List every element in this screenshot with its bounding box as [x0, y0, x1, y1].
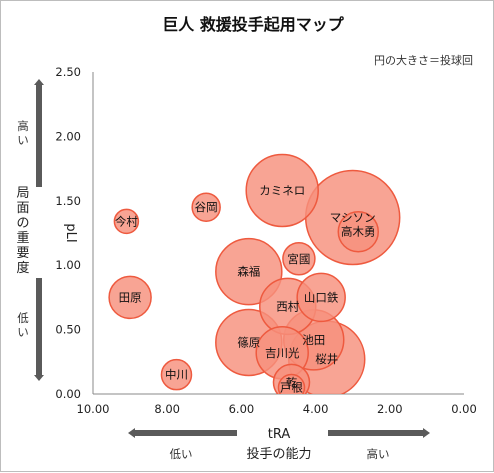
- x-tick-labels: 10.00 8.00 6.00 4.00 2.00 0.00: [77, 402, 477, 416]
- right-arrow-shaft: [328, 430, 423, 436]
- bubble-label: カミネロ: [259, 183, 305, 197]
- chart-subtitle: 円の大きさ＝投球回: [374, 53, 473, 67]
- bubble-label: 高木勇: [341, 225, 376, 239]
- bubble-今村: [113, 208, 140, 235]
- up-arrow-shaft: [36, 85, 42, 187]
- x-tick-label: 10.00: [77, 402, 110, 416]
- bubble-label: 中川: [165, 368, 188, 382]
- y-low-label: 低い: [17, 311, 29, 339]
- bubble-label: 森福: [237, 265, 260, 279]
- x-axis-title: tRA: [268, 427, 291, 442]
- y-tick-label: 1.00: [55, 258, 81, 272]
- bubble-label: 篠原: [237, 335, 260, 349]
- y-high-label: 高い: [17, 119, 29, 147]
- y-tick-label: 1.50: [55, 194, 81, 208]
- x-low-label: 低い: [170, 447, 193, 461]
- bubble-戸根: [277, 373, 306, 394]
- bubble-label: 宮國: [287, 252, 310, 266]
- up-arrow-icon: [34, 79, 44, 85]
- bubble-森福: [215, 237, 283, 306]
- bubble-中川: [160, 358, 193, 391]
- x-high-label: 高い: [367, 447, 390, 461]
- bubble-label: 乾: [286, 375, 298, 389]
- bubble-label: マシソン: [330, 211, 376, 225]
- x-axis-subtitle: 投手の能力: [246, 446, 311, 462]
- bubble-label: 西村: [276, 299, 299, 313]
- bubble-label: 山口鉄: [304, 290, 339, 304]
- x-tick-label: 0.00: [451, 402, 477, 416]
- bubble-高木勇: [337, 210, 380, 253]
- x-tick-label: 6.00: [229, 402, 255, 416]
- y-tick-label: 0.00: [55, 387, 81, 401]
- y-tick-labels: 0.00 0.50 1.00 1.50 2.00 2.50: [55, 65, 81, 401]
- bubble-山口鉄: [296, 272, 346, 323]
- bubbles: [108, 153, 401, 394]
- y-axis-title: pLI: [63, 223, 78, 242]
- x-tick-label: 8.00: [154, 402, 180, 416]
- bubble-カミネロ: [245, 153, 319, 228]
- bubble-label: 田原: [119, 290, 142, 304]
- y-axis-subtitle: 局面の重要度: [16, 186, 29, 276]
- down-arrow-icon: [34, 375, 44, 381]
- bubble-label: 池田: [302, 333, 325, 347]
- bubble-label: 吉川光: [265, 346, 300, 360]
- y-tick-label: 2.50: [55, 65, 81, 79]
- bubble-谷岡: [191, 192, 221, 222]
- bubble-label: 今村: [115, 214, 138, 228]
- left-arrow-shaft: [135, 430, 237, 436]
- bubble-田原: [108, 275, 152, 320]
- bubble-宮國: [282, 242, 316, 276]
- y-tick-label: 0.50: [55, 323, 81, 337]
- bubble-label: 桜井: [315, 352, 338, 366]
- chart-title: 巨人 救援投手起用マップ: [162, 15, 345, 34]
- right-arrow-icon: [423, 428, 430, 438]
- bubble-label: 谷岡: [195, 200, 218, 214]
- x-tick-label: 2.00: [377, 402, 403, 416]
- down-arrow-shaft: [36, 278, 42, 375]
- left-arrow-icon: [128, 428, 135, 438]
- x-tick-label: 4.00: [303, 402, 329, 416]
- y-tick-label: 2.00: [55, 129, 81, 143]
- bubble-label: 戸根: [280, 381, 303, 395]
